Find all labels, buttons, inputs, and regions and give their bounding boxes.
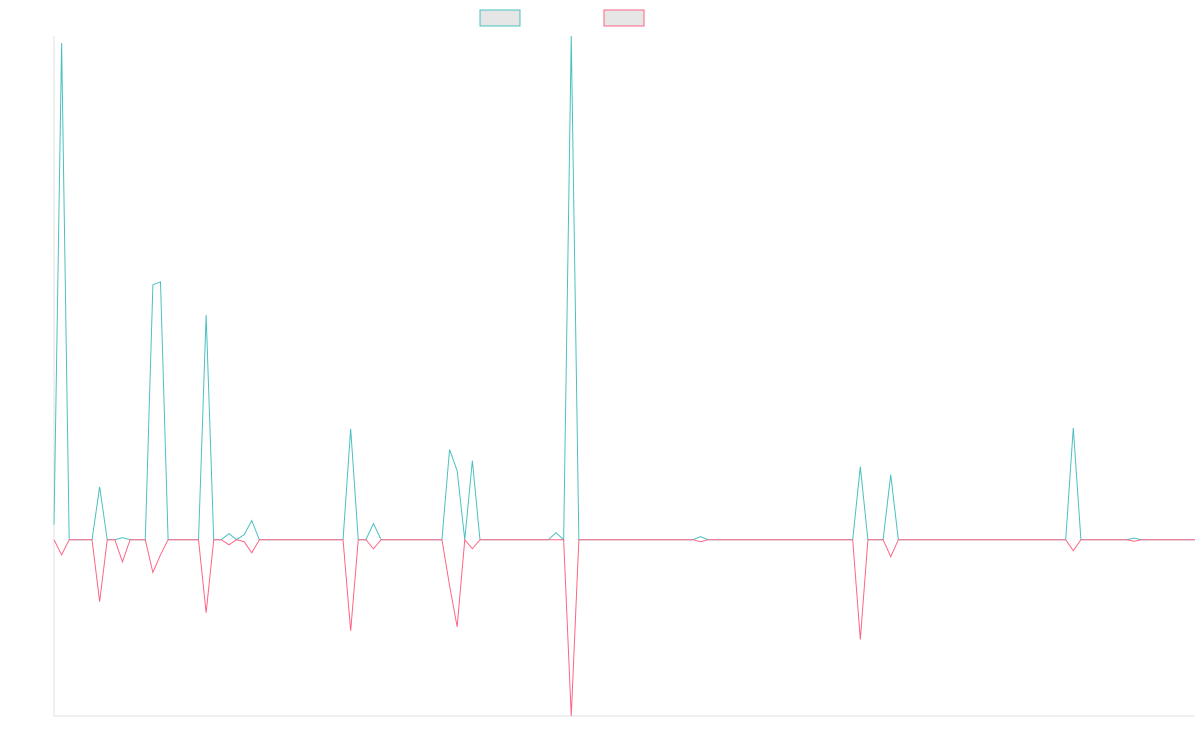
legend-swatch [603, 9, 645, 27]
series-line [53, 35, 1195, 541]
series-line [53, 538, 1195, 717]
legend-swatch [479, 9, 521, 27]
